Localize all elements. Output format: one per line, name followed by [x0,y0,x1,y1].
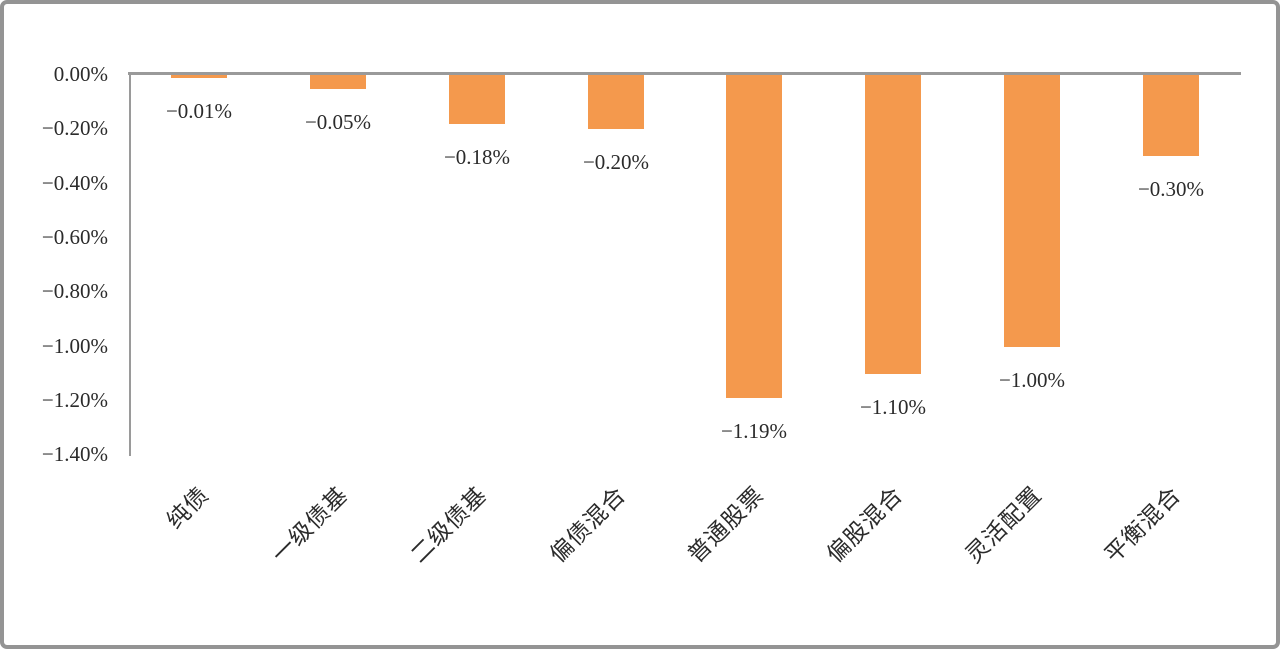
category-label: 偏债混合 [545,482,631,568]
y-tick-label: −1.20% [41,387,108,412]
y-tick-label: −0.40% [41,170,108,195]
category-label: 平衡混合 [1100,482,1186,568]
category-label: 普通股票 [683,482,769,568]
bar [171,75,227,78]
zero-axis-line [128,72,1241,75]
bar [1004,75,1060,347]
category-label: 纯债 [162,482,214,534]
bar-data-label: −0.18% [443,145,511,169]
bar-data-label: −0.30% [1137,177,1205,201]
bar [726,75,782,398]
y-tick-label: −1.40% [41,442,108,467]
bar [588,75,644,129]
category-label: 二级债基 [406,482,492,568]
y-tick-label: −0.20% [41,116,108,141]
bar [310,75,366,89]
y-tick-label: −0.80% [41,279,108,304]
bar [1143,75,1199,156]
bar-data-label: −0.05% [304,110,372,134]
bar [449,75,505,124]
bar-data-label: −1.00% [998,368,1066,392]
category-label: 偏股混合 [822,482,908,568]
bar-data-label: −0.01% [165,99,233,123]
category-label: 灵活配置 [961,482,1047,568]
bar-data-label: −1.19% [720,419,788,443]
bar [865,75,921,374]
category-label: 一级债基 [267,482,353,568]
y-tick-label: 0.00% [53,62,108,86]
y-tick-label: −1.00% [41,333,108,358]
y-tick-label: −0.60% [41,224,108,249]
bar-data-label: −1.10% [859,395,927,419]
y-axis-line [129,72,131,456]
bar-data-label: −0.20% [582,150,650,174]
